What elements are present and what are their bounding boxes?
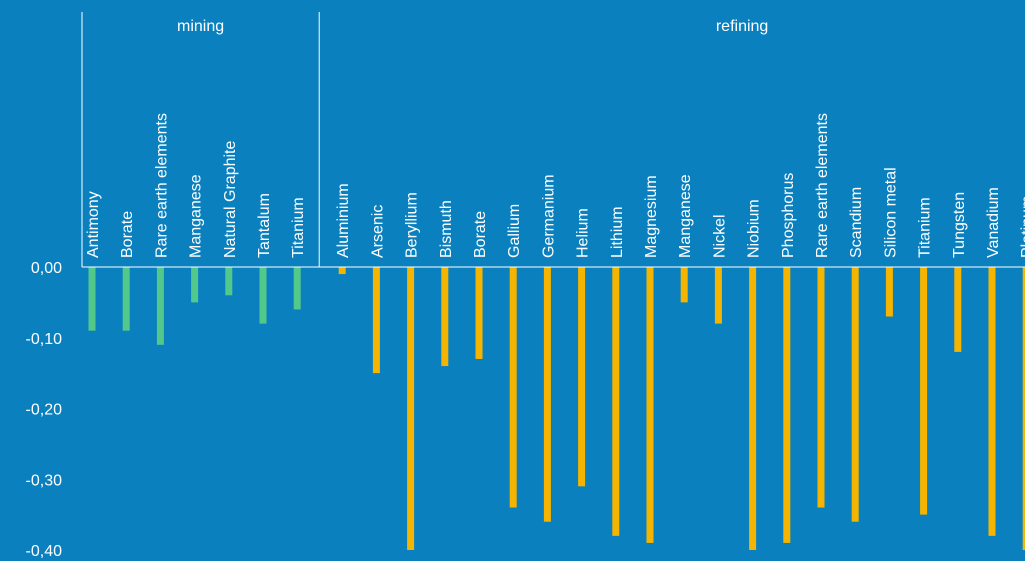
x-tick-label: Vanadium xyxy=(985,187,1002,258)
bar xyxy=(293,267,301,310)
x-tick-label: Rare earth elements xyxy=(153,113,170,258)
bar xyxy=(191,267,199,303)
x-tick-label: Lithium xyxy=(609,206,626,258)
bar xyxy=(1022,267,1025,550)
x-tick-label: Germanium xyxy=(540,174,557,258)
x-tick-label: Gallium xyxy=(506,204,523,258)
x-tick-label: Arsenic xyxy=(369,205,386,258)
x-tick-label: Scandium xyxy=(848,187,865,258)
y-tick-label: -0,10 xyxy=(26,331,63,348)
y-tick-label: -0,30 xyxy=(26,472,63,489)
x-tick-label: Aluminium xyxy=(335,183,352,258)
group-label: refining xyxy=(716,18,768,35)
bar xyxy=(749,267,757,550)
bar xyxy=(851,267,859,522)
x-tick-label: Rare earth elements xyxy=(814,113,831,258)
y-tick-label: -0,20 xyxy=(26,402,63,419)
x-tick-label: Bismuth xyxy=(438,200,455,258)
bar xyxy=(885,267,893,317)
bar xyxy=(372,267,380,374)
x-tick-label: Natural Graphite xyxy=(222,141,239,258)
bar xyxy=(988,267,996,536)
bar xyxy=(920,267,928,515)
bar xyxy=(783,267,791,543)
x-tick-label: Magnesium xyxy=(643,175,660,258)
x-tick-label: Helium xyxy=(575,208,592,258)
bar xyxy=(646,267,654,543)
bar xyxy=(680,267,688,303)
bar xyxy=(578,267,586,487)
bar xyxy=(88,267,96,331)
x-tick-label: Titanium xyxy=(290,197,307,258)
bar xyxy=(954,267,962,352)
x-tick-label: Beryllium xyxy=(404,192,421,258)
y-tick-label: -0,40 xyxy=(26,543,63,560)
x-tick-label: Manganese xyxy=(677,174,694,258)
x-tick-label: Silicon metal xyxy=(882,167,899,258)
x-tick-label: Tantalum xyxy=(256,193,273,258)
y-tick-label: 0,00 xyxy=(31,260,62,277)
bar xyxy=(259,267,267,324)
x-tick-label: Antimony xyxy=(85,191,102,258)
x-tick-label: Phosphorus xyxy=(780,173,797,258)
group-label: mining xyxy=(177,18,224,35)
bar xyxy=(156,267,164,345)
x-tick-label: Borate xyxy=(119,211,136,258)
bar xyxy=(612,267,620,536)
bar xyxy=(122,267,130,331)
x-tick-label: Tungsten xyxy=(951,192,968,258)
bar xyxy=(225,267,233,296)
x-tick-label: Manganese xyxy=(188,174,205,258)
bar xyxy=(441,267,449,367)
bar xyxy=(338,267,346,275)
bar xyxy=(407,267,415,550)
bar xyxy=(475,267,483,359)
x-tick-label: Nickel xyxy=(711,214,728,258)
bar xyxy=(817,267,825,508)
bar xyxy=(714,267,722,324)
x-tick-label: Borate xyxy=(472,211,489,258)
x-tick-label: Platinum xyxy=(1019,196,1025,258)
bar xyxy=(509,267,517,508)
x-tick-label: Niobium xyxy=(746,199,763,258)
bar xyxy=(543,267,551,522)
x-tick-label: Titanium xyxy=(917,197,934,258)
